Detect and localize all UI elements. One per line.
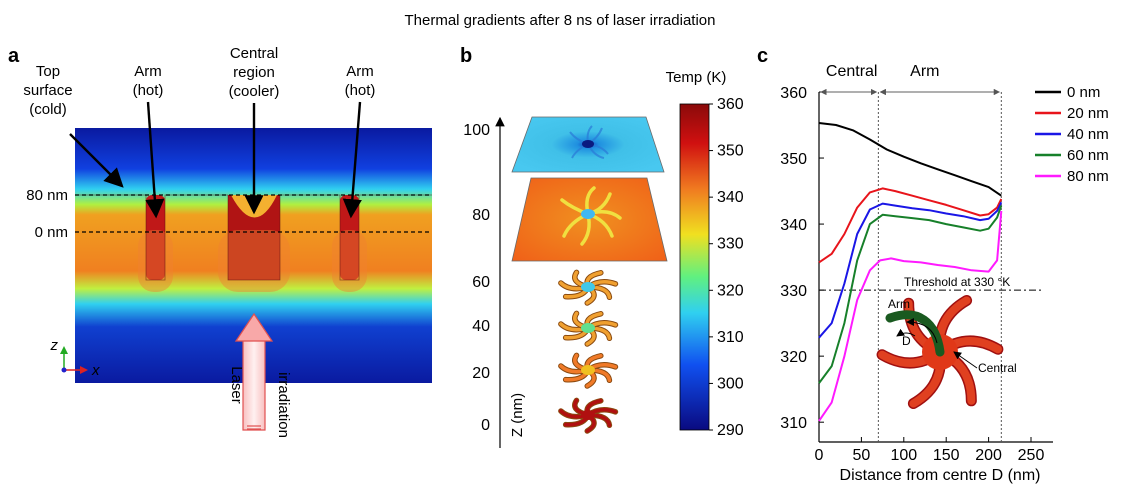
figure-title: Thermal gradients after 8 ns of laser ir… [405, 12, 716, 29]
x-tick-label: 0 [815, 447, 824, 464]
z-tick-label: 40 [472, 318, 490, 335]
panel-b-label: b [460, 45, 472, 67]
central-label-1: Central [230, 45, 278, 62]
x-tick-label: 200 [975, 447, 1002, 464]
top-surface-label-2: surface [23, 82, 72, 99]
axis-x-label: x [91, 362, 100, 379]
y-tick-label: 310 [780, 415, 807, 432]
colorbar-tick-label: 360 [717, 96, 744, 113]
z-tick-label: 60 [472, 274, 490, 291]
region-arm-label: Arm [910, 63, 939, 80]
spiral-slice [558, 269, 619, 306]
y-tick-label: 320 [780, 349, 807, 366]
panel-c-label: c [757, 45, 768, 67]
arm-left-label-2: (hot) [133, 82, 164, 99]
colorbar-tick-label: 320 [717, 282, 744, 299]
top-surface-label-3: (cold) [29, 101, 67, 118]
colorbar [679, 103, 710, 431]
x-tick-label: 50 [853, 447, 871, 464]
spiral-slice [558, 310, 619, 347]
panel-a: a 80 nm 0 nm Top surface (cold) Arm (hot… [8, 45, 432, 438]
colorbar-tick-label: 340 [717, 189, 744, 206]
series-line [818, 201, 1003, 339]
colorbar-tick-label: 310 [717, 329, 744, 346]
colorbar-tick-label: 350 [717, 143, 744, 160]
legend-label: 60 nm [1067, 147, 1109, 164]
inset-spiral: Arm D Central [876, 294, 1017, 410]
spiral-slice [558, 397, 619, 434]
legend-label: 0 nm [1067, 84, 1100, 101]
axis-triad: z x [50, 337, 101, 379]
threshold-label: Threshold at 330 °K [904, 275, 1010, 289]
legend-label: 20 nm [1067, 105, 1109, 122]
top-surface-arrow [69, 133, 124, 188]
z-tick-label: 0 [481, 417, 490, 434]
legend-label: 80 nm [1067, 168, 1109, 185]
central-label-2: region [233, 64, 275, 81]
colorbar-tick-label: 330 [717, 236, 744, 253]
y-tick-label: 350 [780, 151, 807, 168]
x-tick-label: 250 [1018, 447, 1045, 464]
laser-text: Laser [228, 366, 245, 404]
series-line [818, 210, 1003, 422]
inset-central-label: Central [978, 361, 1017, 375]
irradiation-text: irradiation [275, 372, 292, 438]
z-tick-label: 20 [472, 365, 490, 382]
colorbar-title: Temp (K) [666, 69, 727, 86]
z-tick-label: 100 [463, 122, 490, 139]
inset-arm-highlight [885, 310, 945, 357]
z-axis-label: Z (nm) [509, 393, 526, 437]
arm-left-label-1: Arm [134, 63, 162, 80]
x-tick-label: 100 [890, 447, 917, 464]
x-axis-label: Distance from centre D (nm) [840, 467, 1041, 484]
arm-right-arrow [342, 101, 362, 219]
y-tick-label: 360 [780, 85, 807, 102]
colorbar-tick-label: 290 [717, 422, 744, 439]
arm-right-label-1: Arm [346, 63, 374, 80]
colorbar-tick-label: 300 [717, 375, 744, 392]
central-label-3: (cooler) [229, 83, 280, 100]
series-line [818, 122, 1002, 197]
panel-a-label: a [8, 45, 20, 67]
z-tick-label: 80 [472, 207, 490, 224]
series-line [818, 205, 1003, 384]
top-surface-label-1: Top [36, 63, 60, 80]
panel-c: c 310 320 330 340 350 360 0 50 100 150 200 250 Dista… [757, 45, 1109, 484]
level-80nm-label: 80 nm [26, 187, 68, 204]
panel-b: b 100 80 60 40 20 0 Z (nm) Temp (K) 360 350 340… [460, 45, 744, 448]
axis-z-label: z [50, 337, 59, 354]
laser-arrow: Laser irradiation [228, 312, 292, 438]
region-central-label: Central [826, 63, 878, 80]
spiral-slice [558, 352, 619, 389]
series-line [818, 187, 1003, 264]
y-tick-label: 330 [780, 283, 807, 300]
level-0nm-label: 0 nm [35, 224, 68, 241]
arm-right-label-2: (hot) [345, 82, 376, 99]
inset-d-label: D [902, 334, 911, 348]
inset-arm-label: Arm [888, 297, 910, 311]
arm-left-arrow [145, 101, 165, 219]
x-tick-label: 150 [933, 447, 960, 464]
legend-label: 40 nm [1067, 126, 1109, 143]
y-tick-label: 340 [780, 217, 807, 234]
